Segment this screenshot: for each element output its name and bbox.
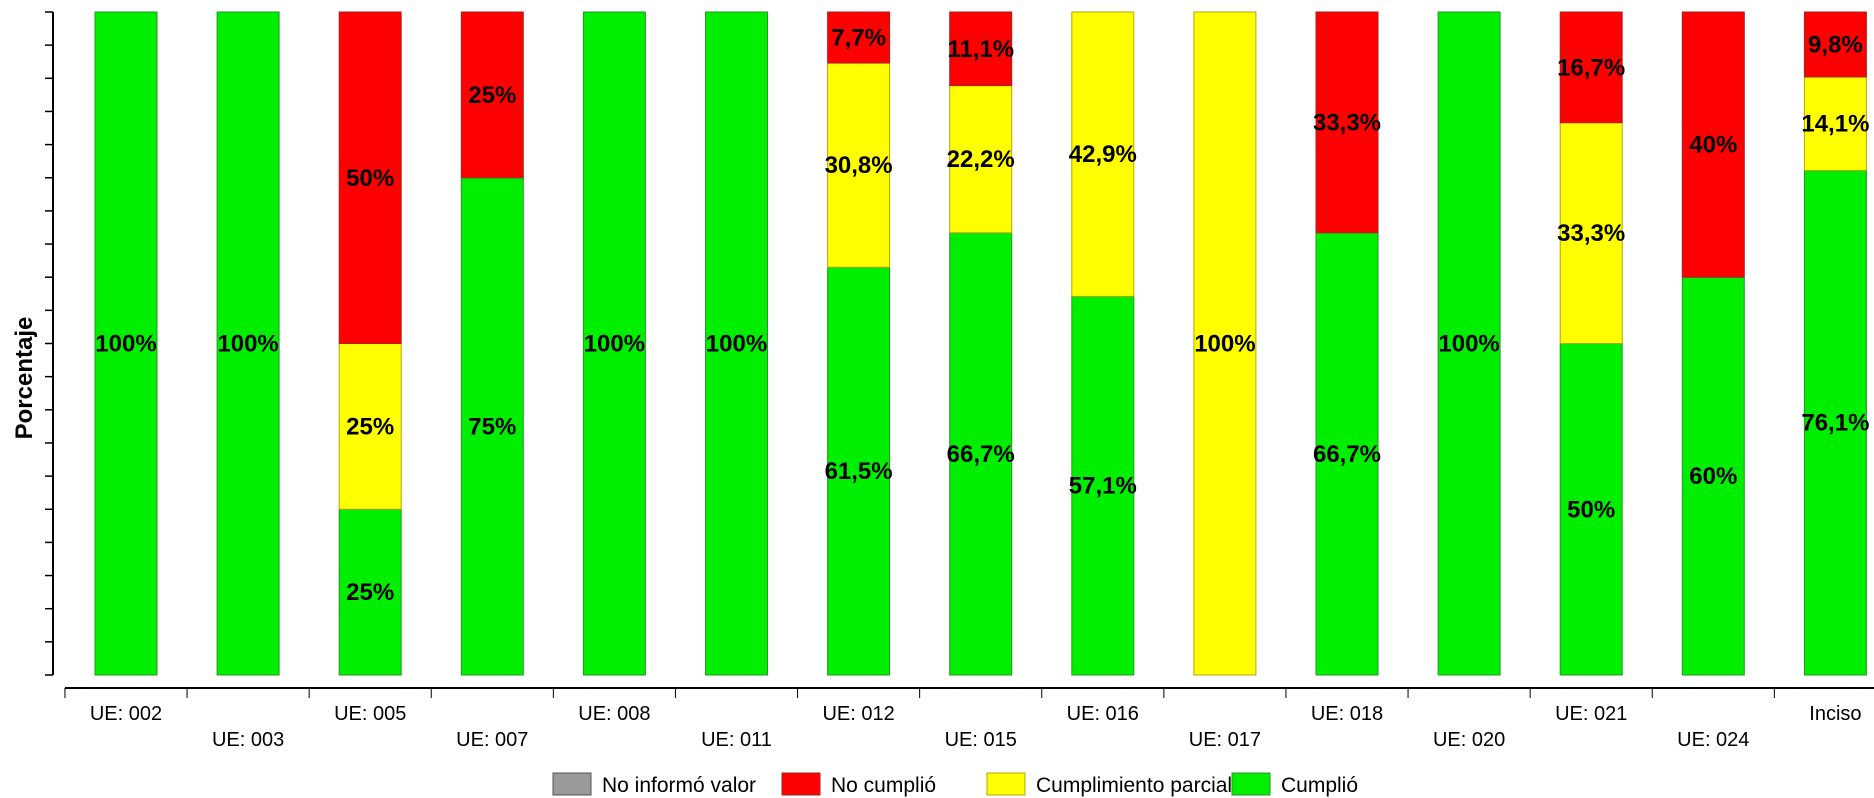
data-label: 33,3%	[1313, 109, 1381, 136]
x-tick-label: UE: 024	[1677, 729, 1749, 751]
data-label: 66,7%	[947, 441, 1015, 468]
bar-segment-cumplimiento-parcial	[1071, 11, 1135, 297]
x-tick-label: UE: 016	[1067, 703, 1139, 725]
bar-segment-no-cumplio	[1315, 11, 1379, 234]
data-label: 61,5%	[825, 458, 893, 485]
x-axis: UE: 002 UE: 003 UE: 005 UE: 007 UE: 008 UE: 0…	[64, 687, 1874, 751]
legend-label-no-cumplio: No cumplió	[831, 774, 936, 797]
bar-segment-no-cumplio	[1803, 11, 1867, 78]
data-label: 33,3%	[1557, 220, 1625, 247]
x-tick-label: Inciso	[1809, 703, 1861, 725]
bar-segment-cumplio	[1071, 295, 1135, 676]
bar-segment-no-cumplio	[949, 11, 1013, 87]
x-tick-label: UE: 017	[1189, 729, 1261, 751]
x-tick-label: UE: 018	[1311, 703, 1383, 725]
bar-segment-no-cumplio	[827, 11, 891, 64]
legend-swatch-cumplimiento-parcial	[986, 772, 1026, 796]
bar-segment-cumplio	[1437, 11, 1501, 676]
x-tick-label: UE: 008	[578, 703, 650, 725]
bar-segment-cumplio	[827, 266, 891, 676]
bar-segment-cumplimiento-parcial	[1193, 11, 1257, 676]
data-label: 14,1%	[1801, 111, 1869, 138]
bar-segment-cumplio	[1315, 232, 1379, 676]
bar-segment-cumplimiento-parcial	[827, 62, 891, 268]
data-label: 7,7%	[831, 25, 886, 52]
bar-segment-cumplio	[1681, 276, 1745, 676]
x-tick-label: UE: 020	[1433, 729, 1505, 751]
data-label: 40%	[1689, 132, 1737, 159]
data-label: 76,1%	[1801, 410, 1869, 437]
x-tick-label: UE: 015	[945, 729, 1017, 751]
bar-segment-no-cumplio	[1559, 11, 1623, 124]
legend-label-cumplio: Cumplió	[1281, 774, 1358, 797]
data-label: 30,8%	[825, 152, 893, 179]
bar-segment-cumplio	[460, 177, 524, 676]
data-label: 100%	[584, 331, 645, 358]
bar-segment-cumplimiento-parcial	[338, 343, 402, 510]
x-tick-label: UE: 021	[1555, 703, 1627, 725]
data-label: 25%	[346, 413, 394, 440]
x-tick-label: UE: 003	[212, 729, 284, 751]
legend-label-cumplimiento-parcial: Cumplimiento parcial	[1036, 774, 1232, 797]
data-label: 11,1%	[947, 36, 1014, 63]
data-label: 60%	[1689, 463, 1737, 490]
legend: No informó valor No cumplió Cumplimiento p…	[552, 772, 1358, 797]
bar-segment-cumplio	[94, 11, 158, 676]
y-axis	[45, 11, 54, 676]
bar-segment-cumplio	[1559, 343, 1623, 676]
bar-segment-no-cumplio	[460, 11, 524, 179]
bar-segment-cumplio	[216, 11, 280, 676]
data-label: 50%	[1567, 496, 1615, 523]
legend-swatch-no-cumplio	[781, 772, 821, 796]
x-tick-label: UE: 012	[822, 703, 894, 725]
legend-swatch-cumplio	[1231, 772, 1271, 796]
bars	[94, 11, 1867, 676]
x-tick-label: UE: 007	[456, 729, 528, 751]
data-label: 9,8%	[1808, 31, 1863, 58]
data-labels: 100% 100% 25% 25% 50% 75% 25% 100% 100% 61,5% 30,8…	[95, 25, 1869, 607]
data-label: 100%	[95, 331, 156, 358]
data-label: 50%	[346, 165, 394, 192]
bar-segment-no-cumplio	[1681, 11, 1745, 278]
bar-segment-cumplimiento-parcial	[1559, 122, 1623, 345]
data-label: 16,7%	[1557, 54, 1625, 81]
legend-swatch-no-informo-valor	[552, 772, 592, 796]
data-label: 100%	[217, 331, 278, 358]
bar-segment-cumplimiento-parcial	[949, 85, 1013, 234]
x-tick-label: UE: 011	[701, 729, 772, 751]
data-label: 100%	[706, 331, 767, 358]
data-label: 75%	[468, 413, 516, 440]
x-tick-label: UE: 005	[334, 703, 406, 725]
y-axis-label: Porcentaje	[11, 317, 38, 440]
bar-segment-cumplio	[582, 11, 646, 676]
data-label: 42,9%	[1069, 141, 1137, 168]
x-tick-label: UE: 002	[90, 703, 162, 725]
bar-segment-cumplio	[1803, 169, 1867, 676]
bar-segment-no-cumplio	[338, 11, 402, 344]
data-label: 100%	[1194, 331, 1255, 358]
data-label: 100%	[1438, 331, 1499, 358]
bar-segment-cumplio	[705, 11, 768, 676]
data-label: 57,1%	[1069, 473, 1137, 500]
bar-segment-cumplimiento-parcial	[1803, 76, 1867, 171]
bar-segment-cumplio	[949, 232, 1013, 676]
data-label: 22,2%	[947, 146, 1015, 173]
data-label: 66,7%	[1313, 441, 1381, 468]
data-label: 25%	[346, 579, 394, 606]
legend-label-no-informo-valor: No informó valor	[602, 774, 756, 797]
data-label: 25%	[468, 82, 516, 109]
